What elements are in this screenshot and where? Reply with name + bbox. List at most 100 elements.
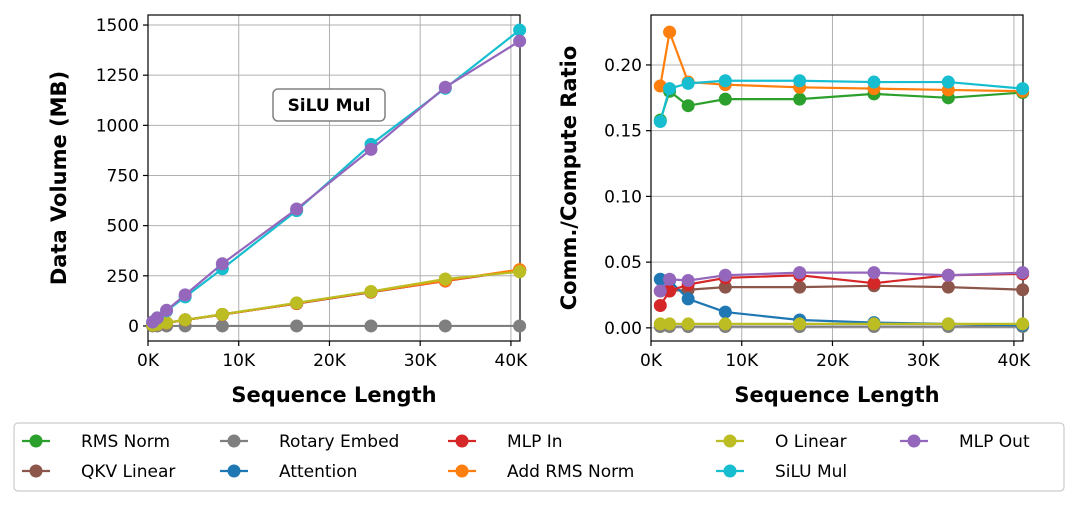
legend-label-qkv-linear: QKV Linear <box>81 462 175 482</box>
ratio-point-o-linear <box>653 317 667 331</box>
ratio-point-o-linear <box>681 317 695 331</box>
dv-axes-frame <box>147 14 521 342</box>
ratio-point-qkv-linear <box>793 280 807 294</box>
ratio-y-tick-label: 0.05 <box>604 253 642 273</box>
legend-label-mlp-in: MLP In <box>507 432 563 452</box>
ratio-x-tick-label: 20K <box>816 351 850 371</box>
dv-x-tick-label: 30K <box>404 351 438 371</box>
legend-entry-o-linear: O Linear <box>716 432 847 452</box>
ratio-series-add-rms-norm <box>653 25 1030 98</box>
legend-marker-silu-mul <box>723 464 737 478</box>
ratio-point-rms-norm <box>793 92 807 106</box>
ratio-point-rms-norm <box>681 99 695 113</box>
legend-label-mlp-out: MLP Out <box>959 432 1030 452</box>
dv-y-tick-label: 1000 <box>96 116 139 136</box>
legend-label-silu-mul: SiLU Mul <box>775 462 847 482</box>
dv-series-rotary-embed <box>146 319 527 333</box>
legend-label-add-rms-norm: Add RMS Norm <box>507 462 634 482</box>
ratio-point-qkv-linear <box>941 280 955 294</box>
ratio-point-o-linear <box>663 317 677 331</box>
legend-marker-qkv-linear <box>29 464 43 478</box>
ratio-y-tick-label: 0.20 <box>604 56 642 76</box>
ratio-point-o-linear <box>718 317 732 331</box>
dv-point-rotary-embed <box>215 319 229 333</box>
legend-marker-add-rms-norm <box>455 464 469 478</box>
dv-x-tick-label: 40K <box>495 351 529 371</box>
ratio-line-mlp-in <box>659 272 1023 307</box>
dv-y-tick-label: 250 <box>107 267 139 287</box>
dv-point-mlp-out <box>215 257 229 271</box>
dv-point-mlp-out <box>513 34 527 48</box>
chart-data-volume: 0K 10K 20K 30K 40K 0 250 500 750 1000 1250 1500 Sequ… <box>47 14 529 407</box>
ratio-point-mlp-out <box>793 266 807 280</box>
ratio-series-mlp-out <box>653 266 1030 298</box>
dv-y-tick-label: 0 <box>128 317 139 337</box>
dv-point-o-linear <box>364 284 378 298</box>
annotation-silu-mul: SiLU Mul <box>272 88 386 122</box>
legend-marker-mlp-in <box>455 434 469 448</box>
legend-entry-mlp-out: MLP Out <box>900 432 1030 452</box>
dv-point-o-linear <box>290 296 304 310</box>
dv-point-rotary-embed <box>513 319 527 333</box>
ratio-point-mlp-out <box>663 272 677 286</box>
ratio-point-mlp-out <box>653 284 667 298</box>
dv-series-mlp-out <box>146 34 527 329</box>
dv-point-o-linear <box>438 272 452 286</box>
ratio-point-mlp-out <box>718 268 732 282</box>
dv-y-tick-label: 750 <box>107 166 139 186</box>
ratio-point-silu-mul <box>941 75 955 89</box>
legend-marker-o-linear <box>723 434 737 448</box>
ratio-point-silu-mul <box>1016 82 1030 96</box>
dv-point-silu-mul <box>513 23 527 37</box>
legend-label-rms-norm: RMS Norm <box>81 432 170 452</box>
ratio-axes-frame <box>650 14 1024 342</box>
legend-entry-attention: Attention <box>220 462 357 482</box>
dv-y-axis-label: Data Volume (MB) <box>47 71 71 285</box>
ratio-point-o-linear <box>1016 317 1030 331</box>
dv-point-o-linear <box>513 265 527 279</box>
dv-point-mlp-out <box>178 288 192 302</box>
ratio-point-o-linear <box>867 317 881 331</box>
ratio-point-qkv-linear <box>718 280 732 294</box>
annotation-box <box>272 88 386 122</box>
ratio-series-silu-mul <box>653 74 1030 128</box>
legend-marker-attention <box>227 464 241 478</box>
ratio-point-mlp-out <box>941 268 955 282</box>
ratio-y-tick-label: 0.00 <box>604 319 642 339</box>
dv-y-tick-label: 1250 <box>96 66 139 86</box>
dv-point-rotary-embed <box>290 319 304 333</box>
dv-point-rotary-embed <box>364 319 378 333</box>
ratio-series-qkv-linear <box>653 279 1030 298</box>
legend-label-attention: Attention <box>279 462 357 482</box>
dv-y-tick-label: 500 <box>107 217 139 237</box>
ratio-x-tick-label: 0K <box>640 351 663 371</box>
dv-x-tick-label: 10K <box>222 351 256 371</box>
ratio-point-o-linear <box>941 317 955 331</box>
dv-x-axis-label: Sequence Length <box>231 383 436 407</box>
ratio-y-tick-label: 0.10 <box>604 187 642 207</box>
ratio-x-axis-label: Sequence Length <box>734 383 939 407</box>
ratio-point-rms-norm <box>718 92 732 106</box>
legend-entry-silu-mul: SiLU Mul <box>716 462 847 482</box>
dv-point-mlp-out <box>438 80 452 94</box>
ratio-point-qkv-linear <box>1016 283 1030 297</box>
dv-point-mlp-out <box>364 142 378 156</box>
ratio-point-mlp-out <box>867 266 881 280</box>
ratio-line-add-rms-norm <box>659 30 1023 93</box>
legend-entry-mlp-in: MLP In <box>448 432 563 452</box>
ratio-point-add-rms-norm <box>663 25 677 39</box>
dv-x-tick-label: 0K <box>137 351 160 371</box>
ratio-point-silu-mul <box>663 82 677 96</box>
dv-point-o-linear <box>215 307 229 321</box>
ratio-point-silu-mul <box>653 114 667 128</box>
dv-point-rotary-embed <box>438 319 452 333</box>
ratio-point-attention <box>718 305 732 319</box>
chart-comm-compute-ratio: 0K 10K 20K 30K 40K 0.00 0.05 0.10 0.15 0.20 Sequen… <box>557 14 1031 407</box>
dv-point-mlp-out <box>290 202 304 216</box>
ratio-point-silu-mul <box>681 76 695 90</box>
dv-point-mlp-out <box>150 311 164 325</box>
ratio-point-o-linear <box>793 317 807 331</box>
legend: RMS Norm QKV Linear Rotary Embed Attention M… <box>13 422 1065 492</box>
ratio-x-tick-label: 10K <box>725 351 759 371</box>
